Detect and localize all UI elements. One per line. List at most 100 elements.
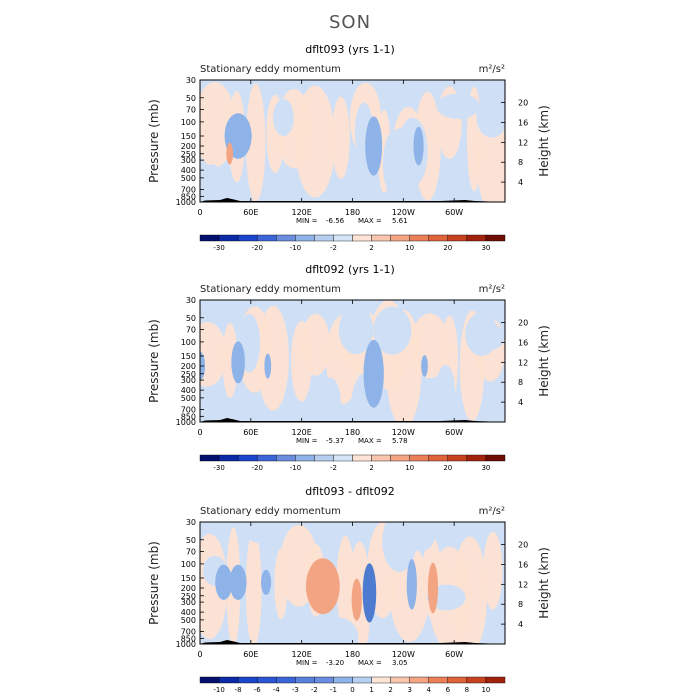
y-right-tick-label: 4 xyxy=(518,178,523,187)
colorbar-swatch xyxy=(352,234,372,242)
panel-units: m²/s² xyxy=(479,284,505,295)
y-tick-label: 300 xyxy=(181,156,196,165)
colorbar-swatch xyxy=(218,676,239,684)
colorbar-swatch xyxy=(295,234,315,242)
max-value: 5.78 xyxy=(392,437,408,445)
colorbar-swatch xyxy=(295,676,315,684)
colorbar-swatch xyxy=(218,454,239,462)
y-tick-label: 50 xyxy=(186,536,196,545)
y-tick-label: 200 xyxy=(181,362,196,371)
colorbar-label: -2 xyxy=(330,464,337,472)
positive-maximum xyxy=(226,142,234,165)
y-tick-label: 700 xyxy=(181,406,196,415)
x-tick-label: 60E xyxy=(243,428,258,437)
colorbar: -30 -20 -10 -2 2 10 20 30 xyxy=(199,454,506,472)
colorbar-label: -2 xyxy=(311,686,318,694)
x-tick-label: 180 xyxy=(345,650,360,659)
y-right-tick-label: 8 xyxy=(518,158,523,167)
negative-region xyxy=(475,324,505,351)
field xyxy=(200,522,505,644)
y-tick-label: 30 xyxy=(186,296,196,305)
colorbar-swatch xyxy=(390,676,410,684)
min-label: MIN = xyxy=(296,437,318,445)
x-tick-label: 0 xyxy=(197,650,202,659)
colorbar-label: -10 xyxy=(213,686,224,694)
min-label: MIN = xyxy=(296,217,318,225)
colorbar-label: -3 xyxy=(292,686,299,694)
y-tick-label: 250 xyxy=(181,370,196,379)
y-tick-label: 150 xyxy=(181,132,196,141)
positive-region xyxy=(452,536,488,644)
colorbar-label: -20 xyxy=(251,244,262,252)
min-value: -6.56 xyxy=(326,217,345,225)
negative-minimum xyxy=(231,341,245,384)
x-tick-label: 180 xyxy=(345,208,360,217)
y-right-tick-label: 16 xyxy=(518,118,528,127)
colorbar-swatch xyxy=(333,676,353,684)
y-tick-label: 400 xyxy=(181,386,196,395)
colorbar-label: 10 xyxy=(481,686,490,694)
negative-region xyxy=(319,377,341,422)
colorbar-swatch xyxy=(371,454,391,462)
colorbar: -10 -8 -6 -4 -3 -2 -1 0 1 2 3 4 6 8 10 xyxy=(199,676,506,694)
colorbar-label: -30 xyxy=(213,244,224,252)
panel-3: dflt093 - dflt092 Stationary eddy momentu… xyxy=(147,485,551,694)
topography xyxy=(200,640,505,644)
colorbar-label: 2 xyxy=(369,244,373,252)
colorbar-label: -8 xyxy=(235,686,242,694)
y-tick-label: 150 xyxy=(181,574,196,583)
colorbar-label: 10 xyxy=(405,464,414,472)
positive-region xyxy=(257,305,289,411)
y-tick-label: 70 xyxy=(186,547,196,556)
colorbar-swatch xyxy=(333,454,353,462)
negative-region xyxy=(280,616,319,644)
y-axis-label: Pressure (mb) xyxy=(147,319,161,403)
panel-left-label: Stationary eddy momentum xyxy=(200,284,341,295)
y-tick-label: 300 xyxy=(181,376,196,385)
y-tick-label: 50 xyxy=(186,94,196,103)
field xyxy=(200,80,505,202)
y-tick-label: 400 xyxy=(181,166,196,175)
x-tick-label: 120W xyxy=(392,428,415,437)
negative-region xyxy=(320,617,359,644)
colorbar-swatch xyxy=(428,676,449,684)
negative-region xyxy=(476,98,505,138)
positive-region xyxy=(300,313,331,376)
panel-1: dflt093 (yrs 1-1) Stationary eddy momentu… xyxy=(147,43,551,252)
x-tick-label: 120E xyxy=(292,650,312,659)
y-right-tick-label: 20 xyxy=(518,319,528,328)
colorbar-label: -1 xyxy=(330,686,337,694)
y-tick-label: 300 xyxy=(181,598,196,607)
colorbar-swatch xyxy=(409,454,429,462)
topography xyxy=(200,418,505,422)
colorbar-swatch xyxy=(295,454,315,462)
colorbar-swatch xyxy=(485,676,506,684)
x-tick-label: 60E xyxy=(243,650,258,659)
colorbar-label: -10 xyxy=(290,244,301,252)
negative-region xyxy=(338,304,374,355)
y-tick-label: 500 xyxy=(181,394,196,403)
colorbar-swatch xyxy=(314,454,334,462)
y-tick-label: 30 xyxy=(186,76,196,85)
y-tick-label: 1000 xyxy=(176,640,196,649)
colorbar-label: 30 xyxy=(481,464,490,472)
colorbar-label: -2 xyxy=(330,244,337,252)
panel-2: dflt092 (yrs 1-1) Stationary eddy momentu… xyxy=(147,263,551,472)
y-tick-label: 250 xyxy=(181,150,196,159)
colorbar-swatch xyxy=(390,234,410,242)
colorbar-swatch xyxy=(276,676,296,684)
colorbar-swatch xyxy=(199,454,220,462)
y-tick-label: 500 xyxy=(181,174,196,183)
y-right-axis-label: Height (km) xyxy=(537,105,551,176)
y-tick-label: 30 xyxy=(186,518,196,527)
colorbar-swatch xyxy=(409,234,429,242)
colorbar-swatch xyxy=(409,676,429,684)
x-tick-label: 0 xyxy=(197,208,202,217)
negative-region xyxy=(273,98,294,137)
y-tick-label: 700 xyxy=(181,628,196,637)
colorbar-swatch xyxy=(485,234,506,242)
negative-region xyxy=(373,306,412,355)
negative-region xyxy=(436,93,480,119)
x-tick-label: 120E xyxy=(292,208,312,217)
colorbar-swatch xyxy=(447,234,468,242)
